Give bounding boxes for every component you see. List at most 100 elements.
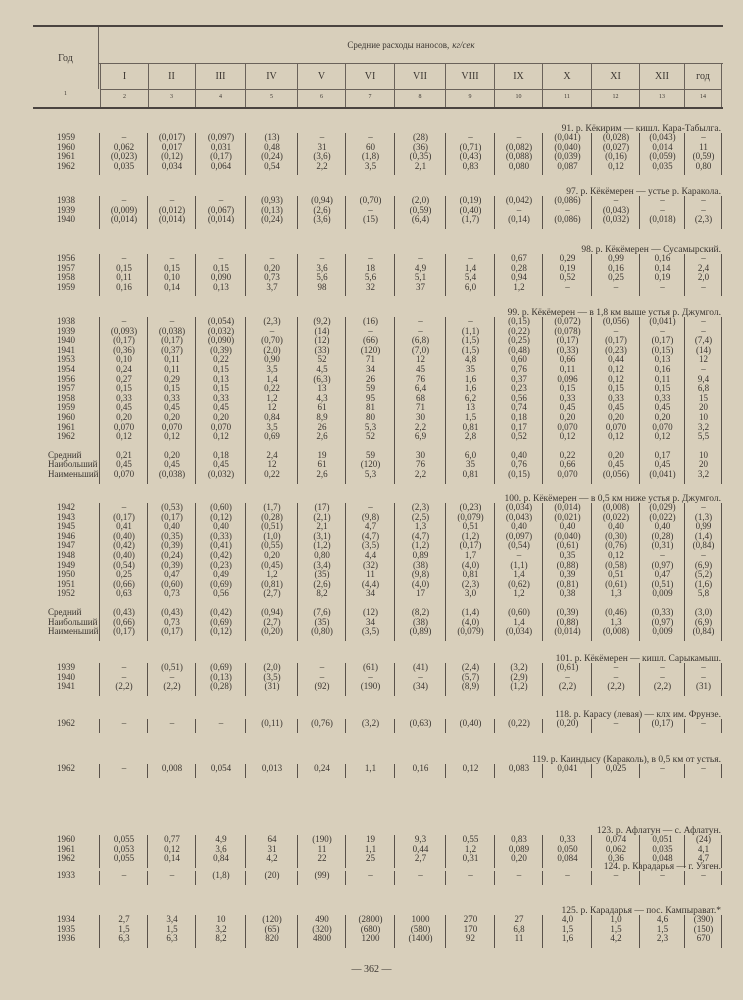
value-cell: 6,9 (414, 431, 427, 442)
column-divider (297, 133, 298, 176)
value-cell: – (368, 325, 373, 336)
value-cell: (0,027) (602, 141, 630, 152)
value-cell: (5,2) (694, 569, 713, 580)
value-cell: – (169, 671, 175, 682)
value-cell: – (701, 281, 706, 292)
value-cell: 0,47 (164, 569, 180, 580)
value-cell: (0,014) (554, 502, 581, 512)
value-cell: 0,055 (113, 834, 135, 844)
value-cell: 0,013 (261, 763, 283, 773)
column-divider (195, 764, 196, 778)
value-cell: 4,7 (697, 853, 710, 864)
column-divider (542, 835, 543, 868)
value-cell: (0,043) (649, 132, 676, 142)
column-divider (494, 764, 495, 778)
value-cell: 0,45 (116, 402, 132, 413)
value-cell: 1,4 (266, 373, 278, 384)
column-divider (245, 503, 246, 641)
value-cell: 13 (466, 402, 475, 413)
year-cell: 1953 (57, 354, 75, 365)
value-cell: 0,38 (559, 588, 576, 599)
value-cell: (0,62) (508, 578, 530, 589)
year-cell: 1962 (57, 431, 75, 442)
column-divider (297, 317, 298, 484)
value-cell: (1,8) (361, 151, 380, 162)
table-row: 1959 – (0,017) (0,097) (13) – – (28) – – (0,041) (0… (0, 132, 743, 143)
value-cell: 30 (416, 411, 425, 422)
page-number: — 362 — (351, 964, 392, 975)
value-cell: 0,054 (210, 763, 232, 773)
value-cell: 0,84 (264, 411, 280, 422)
value-cell: 1,2 (513, 281, 525, 292)
value-cell: 64 (267, 834, 277, 844)
value-cell: (0,17) (210, 151, 232, 162)
value-cell: (0,46) (605, 606, 627, 617)
column-divider (591, 835, 592, 868)
value-cell: 3,5 (266, 363, 278, 374)
value-cell: (7,0) (411, 344, 430, 355)
value-cell: 0,33 (608, 392, 624, 403)
column-divider (245, 719, 246, 733)
value-cell: 19 (366, 834, 375, 844)
value-cell: (0,24) (261, 151, 283, 162)
value-cell: 0,41 (116, 521, 132, 532)
value-cell: (0,51) (161, 662, 183, 672)
value-cell: 45 (416, 363, 425, 374)
column-divider (147, 317, 148, 484)
value-cell: 0,17 (654, 449, 671, 460)
value-cell: (0,93) (261, 195, 283, 205)
value-cell: 0,33 (559, 834, 576, 844)
year-cell: 1958 (57, 392, 75, 403)
value-cell: (2,7) (263, 616, 281, 627)
value-cell: 2,1 (414, 160, 427, 171)
value-cell: – (660, 870, 665, 880)
value-cell: (0,88) (556, 559, 579, 570)
value-cell: 0,80 (695, 160, 712, 171)
column-divider (542, 254, 543, 297)
value-cell: (0,41) (210, 540, 232, 551)
value-cell: – (701, 671, 706, 682)
value-cell: (0,008) (602, 626, 630, 637)
value-cell: 31 (267, 843, 277, 854)
station-title: 97. р. Кёкёмерен — устье р. Каракола. (566, 187, 721, 197)
value-cell: 0,18 (511, 411, 527, 422)
value-cell: 12 (267, 459, 277, 470)
column-divider (99, 133, 100, 176)
value-cell: 4,4 (364, 549, 377, 560)
value-cell: (0,60) (508, 606, 530, 617)
value-cell: 2,8 (464, 431, 477, 442)
month-label: IV (246, 64, 297, 90)
column-divider (297, 835, 298, 868)
column-divider (195, 133, 196, 176)
value-cell: 76 (416, 373, 425, 384)
value-cell: (0,041) (554, 132, 581, 142)
value-cell: 0,16 (116, 281, 132, 292)
column-divider (494, 254, 495, 297)
column-divider (394, 196, 395, 229)
value-cell: 37 (416, 281, 425, 292)
value-cell: 19 (317, 449, 327, 460)
column-divider (345, 871, 346, 885)
value-cell: 1,4 (513, 616, 525, 627)
value-cell: 8,9 (316, 411, 328, 422)
value-cell: (0,20) (261, 626, 283, 637)
value-cell: (13) (264, 132, 280, 142)
value-cell: (0,11) (261, 718, 283, 728)
value-cell: 0,33 (164, 392, 180, 403)
value-cell: (0,59) (409, 204, 432, 215)
year-cell: 1940 (57, 335, 75, 346)
value-cell: – (418, 671, 423, 682)
value-cell: (4,7) (361, 530, 380, 541)
stat-label: Средний (48, 449, 82, 460)
value-cell: (2,4) (461, 662, 480, 672)
value-cell: 4,3 (316, 392, 328, 403)
value-cell: – (660, 671, 665, 682)
value-cell: 0,99 (608, 253, 624, 263)
column-divider (99, 871, 100, 885)
value-cell: (0,014) (158, 214, 186, 225)
value-cell: (12) (363, 606, 378, 617)
column-divider (245, 133, 246, 176)
value-cell: 0,12 (164, 843, 180, 854)
table-row: 1962 – – – (0,11) (0,76) (3,2) (0,63) (0,40) (0,2… (0, 718, 743, 729)
value-cell: 34 (366, 588, 375, 599)
